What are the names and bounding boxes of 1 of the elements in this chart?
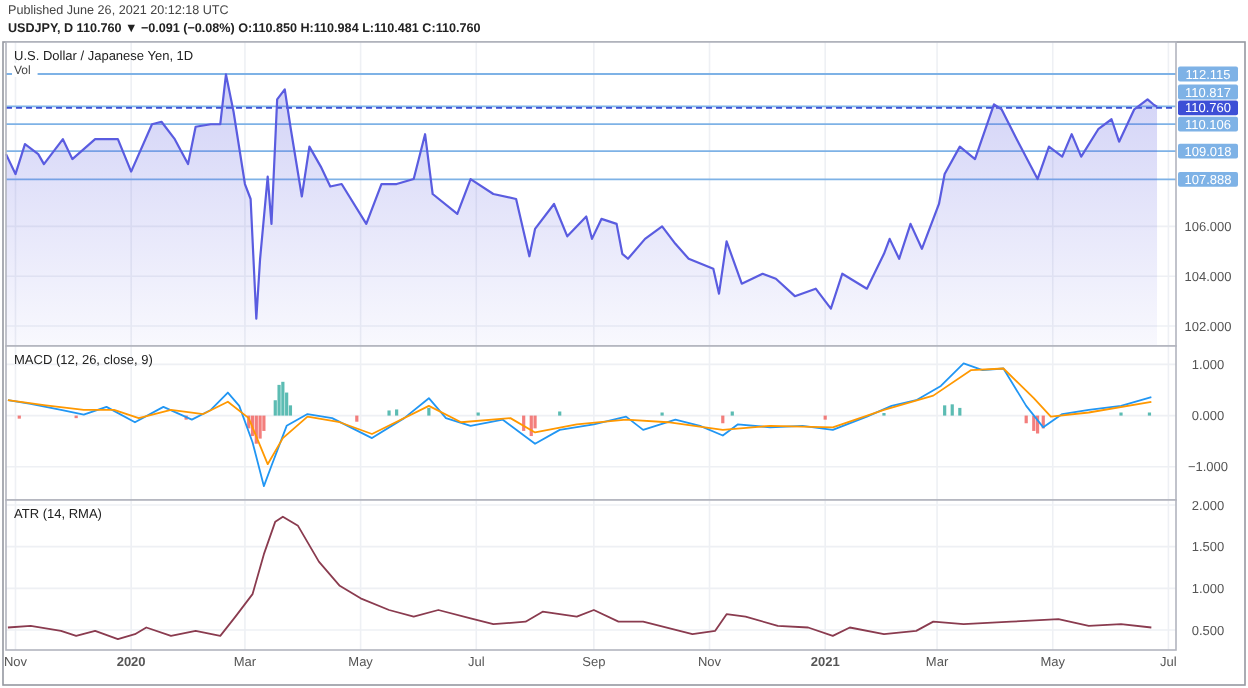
line-series [7,367,1153,466]
